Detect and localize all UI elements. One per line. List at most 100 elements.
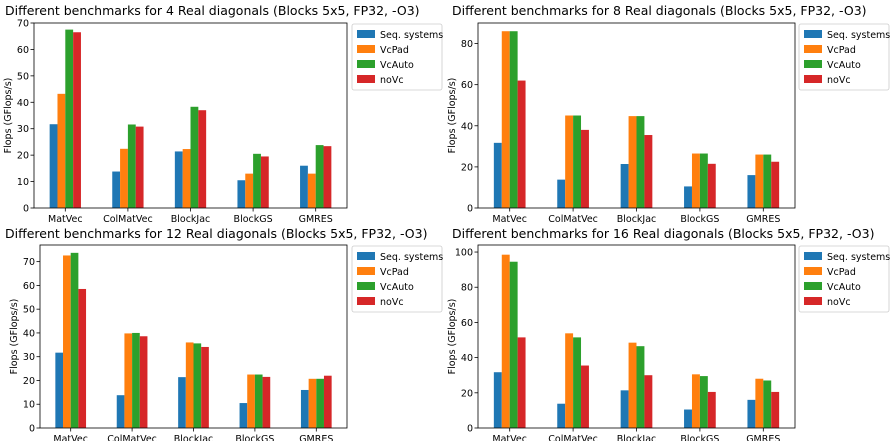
bar-vcauto-matvec[interactable]: [509, 31, 518, 208]
bar-seq-systems-blockjac[interactable]: [620, 164, 629, 208]
chart-title: Different benchmarks for 8 Real diagonal…: [452, 3, 867, 18]
legend-label: noVc: [827, 75, 851, 86]
bar-vcpad-blockjac[interactable]: [182, 149, 191, 208]
y-tick-label: 60: [461, 80, 473, 91]
bar-seq-systems-colmatvec[interactable]: [116, 395, 125, 428]
bar-vcpad-colmatvec[interactable]: [120, 148, 128, 208]
legend-box: [798, 245, 890, 313]
bar-vcauto-colmatvec[interactable]: [573, 115, 582, 209]
bar-seq-systems-gmres[interactable]: [300, 389, 309, 428]
bar-novc-matvec[interactable]: [78, 288, 87, 428]
bar-vcauto-blockgs[interactable]: [699, 153, 708, 208]
bar-vcpad-blockgs[interactable]: [691, 153, 700, 208]
bar-vcauto-blockjac[interactable]: [636, 116, 645, 208]
legend-label: VcAuto: [827, 60, 861, 71]
bar-vcauto-gmres[interactable]: [315, 145, 324, 208]
legend-swatch: [357, 60, 375, 68]
bar-novc-colmatvec[interactable]: [135, 126, 144, 208]
x-tick-label: ColMatVec: [107, 434, 157, 441]
y-axis-label: Flops (GFlops/s): [3, 78, 14, 154]
x-tick-label: ColMatVec: [548, 434, 598, 441]
bar-novc-matvec[interactable]: [517, 80, 526, 208]
y-tick-label: 20: [17, 151, 29, 162]
bar-seq-systems-colmatvec[interactable]: [557, 179, 566, 208]
x-tick-label: BlockGS: [680, 434, 719, 441]
bar-seq-systems-colmatvec[interactable]: [112, 171, 121, 208]
bar-vcauto-matvec[interactable]: [70, 252, 79, 428]
bar-vcpad-matvec[interactable]: [501, 31, 510, 208]
bar-seq-systems-blockjac[interactable]: [174, 151, 183, 208]
bar-novc-gmres[interactable]: [323, 146, 332, 208]
chart-panel-1: Different benchmarks for 4 Real diagonal…: [3, 3, 443, 225]
bar-vcauto-gmres[interactable]: [763, 380, 772, 428]
bar-seq-systems-blockgs[interactable]: [684, 186, 692, 208]
bar-seq-systems-colmatvec[interactable]: [557, 403, 566, 428]
bar-vcauto-blockjac[interactable]: [636, 346, 645, 428]
bar-novc-matvec[interactable]: [73, 32, 81, 208]
bar-vcpad-matvec[interactable]: [57, 93, 66, 208]
bar-novc-blockjac[interactable]: [201, 346, 209, 428]
bar-vcpad-gmres[interactable]: [755, 154, 764, 208]
legend: Seq. systems VcPad VcAuto noVc: [351, 245, 443, 313]
bar-novc-blockgs[interactable]: [262, 376, 271, 428]
bar-vcauto-gmres[interactable]: [316, 378, 324, 428]
bar-novc-blockjac[interactable]: [644, 135, 653, 208]
bar-vcpad-blockgs[interactable]: [245, 173, 254, 208]
bar-seq-systems-blockjac[interactable]: [178, 377, 186, 428]
bar-vcauto-blockjac[interactable]: [190, 106, 199, 208]
bar-novc-colmatvec[interactable]: [581, 365, 589, 428]
bar-vcauto-blockjac[interactable]: [193, 343, 202, 428]
x-tick-label: BlockGS: [235, 434, 274, 441]
bar-novc-blockjac[interactable]: [644, 375, 653, 428]
bar-vcauto-blockgs[interactable]: [699, 376, 708, 428]
bar-seq-systems-matvec[interactable]: [493, 372, 502, 428]
bar-vcpad-blockjac[interactable]: [628, 342, 637, 428]
x-tick-label: BlockJac: [617, 434, 657, 441]
y-tick-label: 40: [17, 98, 29, 109]
bar-novc-blockgs[interactable]: [707, 391, 716, 428]
bar-seq-systems-blockjac[interactable]: [620, 390, 629, 428]
y-axis-label: Flops (GFlops/s): [9, 299, 20, 375]
bar-vcpad-colmatvec[interactable]: [565, 115, 574, 209]
bar-vcpad-colmatvec[interactable]: [565, 333, 574, 428]
bar-seq-systems-matvec[interactable]: [55, 352, 64, 428]
bar-seq-systems-gmres[interactable]: [300, 165, 308, 208]
bar-novc-colmatvec[interactable]: [581, 129, 589, 208]
bar-vcpad-blockjac[interactable]: [185, 342, 194, 428]
bar-vcpad-matvec[interactable]: [63, 255, 71, 428]
bar-seq-systems-matvec[interactable]: [49, 124, 58, 208]
bar-vcpad-colmatvec[interactable]: [124, 333, 133, 428]
bar-vcauto-blockgs[interactable]: [253, 153, 261, 208]
bar-novc-colmatvec[interactable]: [139, 336, 148, 428]
bar-vcauto-gmres[interactable]: [763, 154, 772, 208]
bar-vcauto-colmatvec[interactable]: [132, 332, 140, 428]
bar-vcpad-matvec[interactable]: [501, 254, 510, 428]
y-tick-label: 100: [455, 248, 473, 259]
bar-vcpad-blockgs[interactable]: [691, 374, 700, 428]
bar-novc-matvec[interactable]: [517, 337, 526, 428]
bar-novc-gmres[interactable]: [323, 375, 332, 428]
bar-novc-gmres[interactable]: [771, 391, 780, 428]
bar-vcpad-blockgs[interactable]: [247, 374, 255, 428]
bar-seq-systems-blockgs[interactable]: [684, 409, 692, 428]
bar-vcpad-gmres[interactable]: [307, 173, 316, 208]
bar-seq-systems-gmres[interactable]: [747, 399, 756, 428]
bar-seq-systems-gmres[interactable]: [747, 175, 756, 208]
bar-novc-blockgs[interactable]: [707, 163, 716, 208]
bar-vcauto-colmatvec[interactable]: [573, 337, 582, 428]
bar-vcpad-gmres[interactable]: [755, 378, 764, 428]
y-tick-label: 40: [23, 328, 35, 339]
bar-vcpad-gmres[interactable]: [308, 378, 317, 428]
bar-novc-gmres[interactable]: [771, 161, 780, 208]
bar-novc-blockgs[interactable]: [260, 156, 269, 208]
bar-seq-systems-matvec[interactable]: [493, 142, 502, 208]
bar-vcpad-blockjac[interactable]: [628, 116, 637, 208]
bar-vcauto-matvec[interactable]: [65, 29, 74, 208]
bar-seq-systems-blockgs[interactable]: [239, 403, 248, 428]
bar-vcauto-colmatvec[interactable]: [127, 124, 136, 208]
bar-novc-blockjac[interactable]: [198, 110, 207, 208]
bar-seq-systems-blockgs[interactable]: [237, 180, 246, 208]
legend-label: noVc: [827, 297, 851, 308]
bar-vcauto-matvec[interactable]: [509, 261, 518, 428]
bar-vcauto-blockgs[interactable]: [254, 374, 263, 428]
